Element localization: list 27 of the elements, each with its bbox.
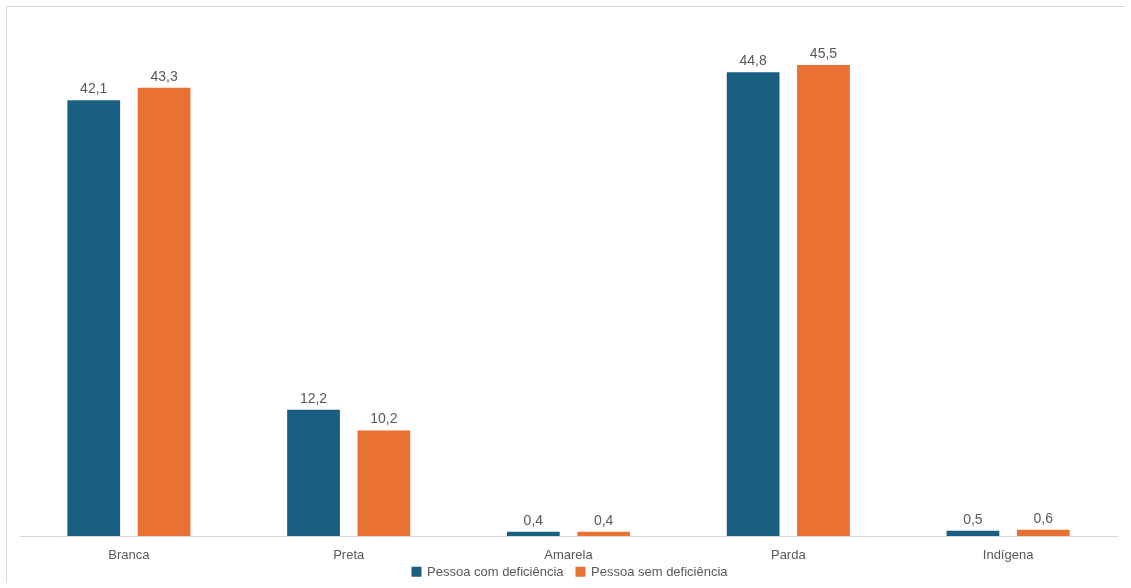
bar: [357, 430, 411, 536]
bar: [287, 409, 340, 536]
data-label: 45,5: [809, 45, 838, 61]
data-label: 0,4: [523, 511, 544, 528]
legend-label: Pessoa com deficiência: [427, 563, 565, 579]
bar: [797, 65, 850, 536]
x-tick-label: Indígena: [982, 546, 1035, 562]
data-label: 43,3: [150, 67, 178, 84]
bar: [67, 100, 121, 536]
data-label: 0,4: [593, 511, 614, 528]
x-tick-label: Parda: [770, 546, 807, 562]
bar: [1016, 529, 1070, 536]
bar: [137, 87, 191, 536]
bar: [726, 72, 780, 536]
data-label: 12,2: [299, 389, 328, 406]
data-label: 44,8: [739, 52, 767, 69]
bar: [577, 531, 631, 536]
x-tick-label: Amarela: [544, 546, 594, 562]
data-label: 10,2: [370, 410, 398, 427]
data-label: 42,1: [80, 80, 108, 97]
bar: [506, 531, 560, 536]
x-tick-label: Branca: [108, 546, 151, 562]
data-label: 0,6: [1033, 509, 1054, 526]
data-label: 0,5: [963, 510, 983, 527]
bar: [946, 530, 1000, 536]
legend-label: Pessoa sem deficiência: [591, 563, 729, 579]
x-tick-label: Preta: [333, 546, 365, 562]
